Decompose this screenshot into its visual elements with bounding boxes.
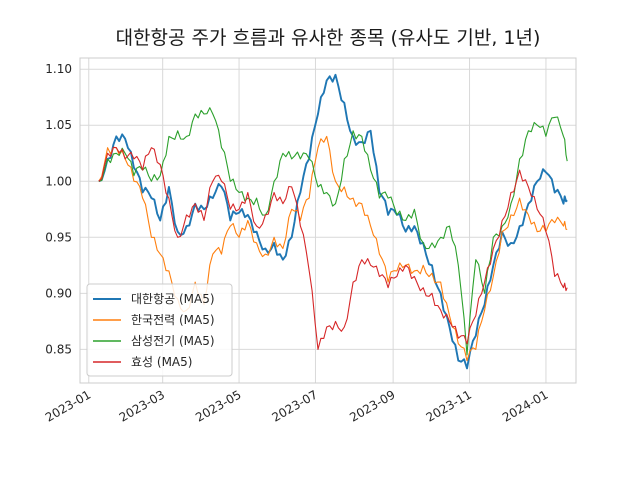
legend-label: 삼성전기 (MA5) <box>131 334 215 348</box>
legend-label: 한국전력 (MA5) <box>131 313 215 327</box>
y-tick-label: 1.00 <box>45 174 72 188</box>
legend: 대한항공 (MA5) 한국전력 (MA5) 삼성전기 (MA5) 효성 (MA5) <box>86 283 233 377</box>
series-line-3 <box>98 107 568 356</box>
y-axis-ticks: 0.85 0.90 0.95 1.00 1.05 1.10 <box>45 62 72 356</box>
y-tick-label: 1.05 <box>45 118 72 132</box>
plot-area-border <box>79 57 577 384</box>
y-tick-label: 0.85 <box>45 342 72 356</box>
series-line-1 <box>98 73 568 370</box>
y-tick-label: 1.10 <box>45 62 72 76</box>
y-tick-label: 0.90 <box>45 286 72 300</box>
legend-box <box>86 283 233 377</box>
y-tick-label: 0.95 <box>45 230 72 244</box>
chart-title: 대한항공 주가 흐름과 유사한 종목 (유사도 기반, 1년) <box>116 27 541 49</box>
legend-label: 효성 (MA5) <box>131 355 192 369</box>
series-line-4 <box>98 146 568 350</box>
legend-label: 대한항공 (MA5) <box>131 292 215 306</box>
